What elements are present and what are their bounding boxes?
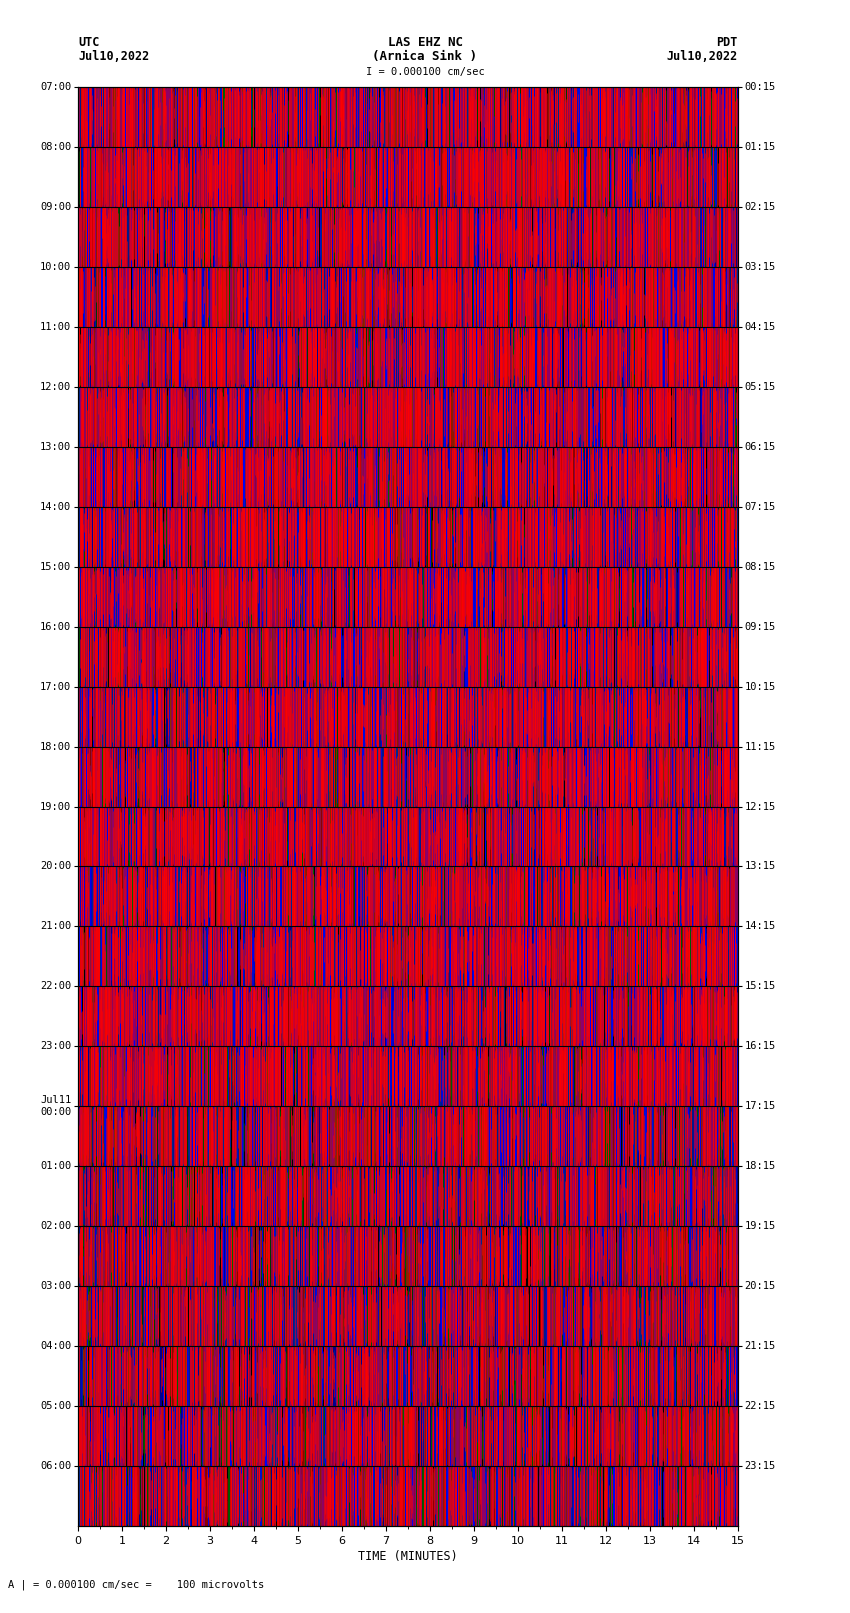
Text: A | = 0.000100 cm/sec =    100 microvolts: A | = 0.000100 cm/sec = 100 microvolts	[8, 1579, 264, 1590]
Text: Jul10,2022: Jul10,2022	[666, 50, 738, 63]
Text: UTC: UTC	[78, 35, 99, 50]
Text: I = 0.000100 cm/sec: I = 0.000100 cm/sec	[366, 68, 484, 77]
Text: Jul10,2022: Jul10,2022	[78, 50, 150, 63]
Text: PDT: PDT	[717, 35, 738, 50]
X-axis label: TIME (MINUTES): TIME (MINUTES)	[358, 1550, 458, 1563]
Text: LAS EHZ NC: LAS EHZ NC	[388, 35, 462, 50]
Text: (Arnica Sink ): (Arnica Sink )	[372, 50, 478, 63]
